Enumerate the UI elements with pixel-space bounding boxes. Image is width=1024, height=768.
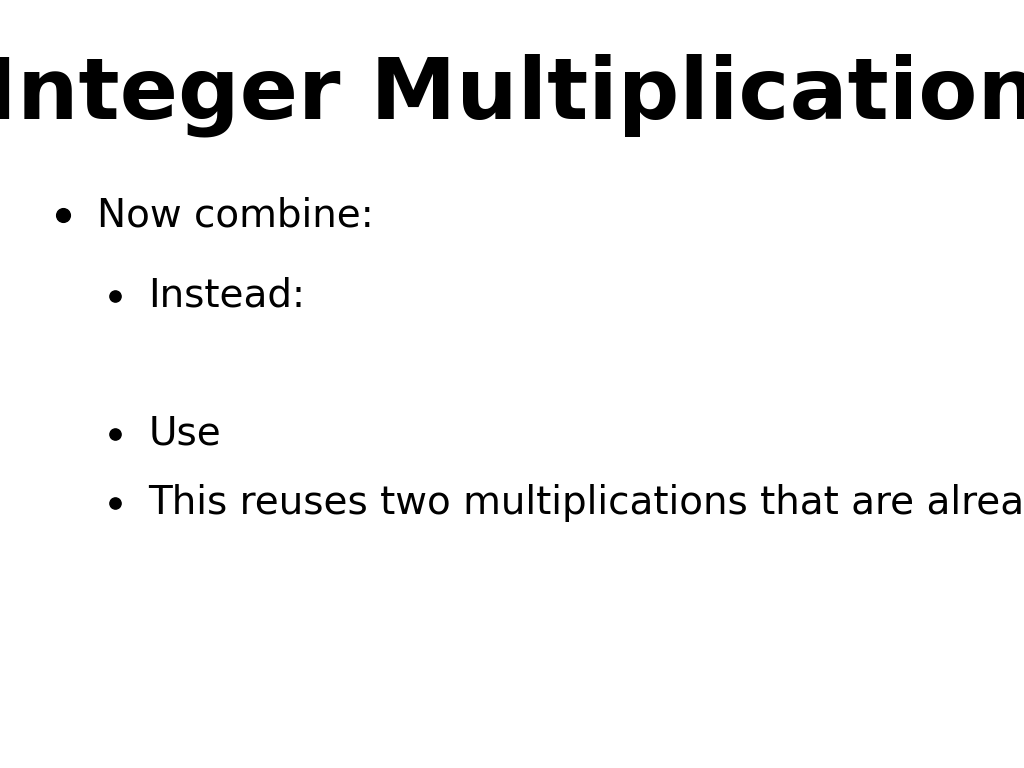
- Text: Use: Use: [148, 415, 221, 453]
- Text: Instead:: Instead:: [148, 276, 305, 315]
- Text: This reuses two multiplications that are already used: This reuses two multiplications that are…: [148, 484, 1024, 522]
- Text: Integer Multiplication: Integer Multiplication: [0, 54, 1024, 137]
- Text: Now combine:: Now combine:: [97, 196, 374, 234]
